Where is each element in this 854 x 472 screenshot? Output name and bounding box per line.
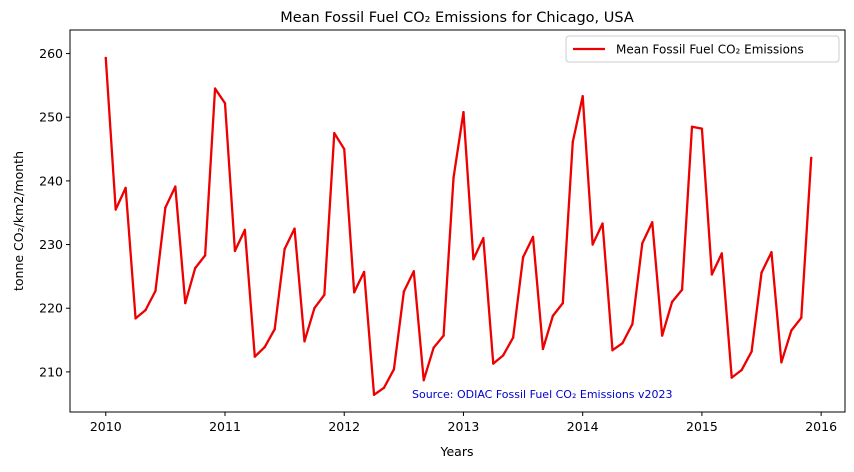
data-point: [462, 110, 465, 114]
x-tick-label: 2012: [328, 419, 360, 434]
series-line: [104, 56, 813, 396]
data-point: [422, 378, 425, 382]
y-tick-label: 240: [39, 173, 63, 188]
chart-title: Mean Fossil Fuel CO₂ Emissions for Chica…: [280, 10, 634, 26]
y-axis-label: tonne CO₂/km2/month: [11, 151, 26, 291]
data-point: [412, 270, 415, 273]
x-axis-label: Years: [440, 444, 474, 459]
data-point: [382, 386, 386, 390]
data-point: [601, 222, 604, 225]
data-point: [253, 355, 257, 358]
x-tick-label: 2011: [209, 419, 241, 434]
data-points: [104, 56, 813, 397]
data-point: [233, 249, 237, 253]
x-axis: 2010 2011 2012 2013 2014 2015 2016: [90, 412, 837, 434]
data-point: [680, 288, 684, 291]
data-point: [184, 301, 187, 305]
data-point: [273, 328, 276, 331]
x-tick-label: 2010: [90, 419, 122, 434]
data-point: [670, 300, 674, 304]
data-point: [343, 147, 346, 151]
data-point: [362, 270, 366, 274]
data-point: [780, 361, 783, 364]
data-point: [720, 252, 723, 255]
y-tick-label: 220: [39, 301, 63, 316]
data-point: [591, 243, 594, 246]
data-point: [551, 314, 555, 318]
data-point: [641, 242, 644, 245]
data-point: [521, 256, 525, 259]
data-point: [303, 340, 306, 343]
data-point: [750, 350, 753, 353]
data-point: [730, 376, 733, 379]
x-tick-label: 2016: [805, 419, 837, 434]
data-point: [492, 362, 495, 365]
y-tick-label: 250: [39, 110, 63, 125]
x-tick-label: 2013: [448, 419, 480, 434]
data-point: [581, 95, 584, 98]
data-point: [432, 346, 435, 349]
data-point: [660, 334, 664, 337]
data-point: [203, 254, 207, 257]
data-point: [631, 322, 634, 326]
y-tick-label: 260: [39, 46, 63, 61]
data-point: [154, 289, 157, 293]
data-point: [800, 316, 803, 319]
data-point: [770, 251, 773, 254]
data-point: [392, 368, 396, 371]
data-point: [104, 56, 107, 60]
data-point: [651, 221, 654, 224]
data-point: [193, 266, 197, 270]
data-point: [810, 156, 813, 160]
data-point: [114, 208, 117, 211]
data-point: [124, 186, 127, 190]
data-point: [352, 291, 356, 294]
data-point: [372, 393, 376, 397]
legend-label: Mean Fossil Fuel CO₂ Emissions: [616, 43, 804, 57]
data-point: [541, 347, 545, 351]
data-point: [760, 271, 763, 274]
data-point: [223, 102, 227, 105]
data-point: [313, 307, 316, 310]
data-point: [174, 185, 177, 188]
data-point: [790, 329, 793, 332]
data-point: [502, 354, 505, 357]
y-tick-label: 230: [39, 237, 63, 252]
data-point: [740, 368, 743, 372]
x-tick-label: 2015: [686, 419, 718, 434]
data-point: [531, 235, 535, 239]
x-tick-label: 2014: [567, 419, 599, 434]
y-axis: 210 220 230 240 250 260: [39, 46, 70, 379]
legend: Mean Fossil Fuel CO₂ Emissions: [565, 35, 840, 63]
data-point: [402, 290, 406, 293]
data-point: [213, 87, 217, 90]
data-point: [134, 317, 137, 320]
source-annotation: Source: ODIAC Fossil Fuel CO₂ Emissions …: [412, 388, 673, 401]
data-point: [472, 258, 475, 261]
data-point: [452, 176, 455, 179]
data-point: [690, 125, 694, 128]
legend-box: [565, 35, 840, 63]
data-point: [442, 334, 445, 337]
data-point: [710, 273, 714, 276]
data-point: [511, 336, 515, 339]
y-tick-label: 210: [39, 364, 63, 379]
data-point: [333, 131, 336, 135]
data-point: [263, 345, 266, 349]
data-point: [144, 308, 147, 312]
data-point: [283, 247, 286, 251]
data-point: [293, 227, 296, 230]
data-point: [164, 206, 167, 209]
data-point: [482, 236, 485, 240]
data-point: [611, 349, 614, 352]
plot-area-frame: [69, 29, 846, 413]
data-point: [561, 301, 565, 305]
data-point: [621, 342, 624, 345]
data-point: [243, 228, 247, 232]
data-point: [571, 140, 574, 144]
data-point: [700, 127, 704, 130]
data-point: [323, 293, 326, 297]
